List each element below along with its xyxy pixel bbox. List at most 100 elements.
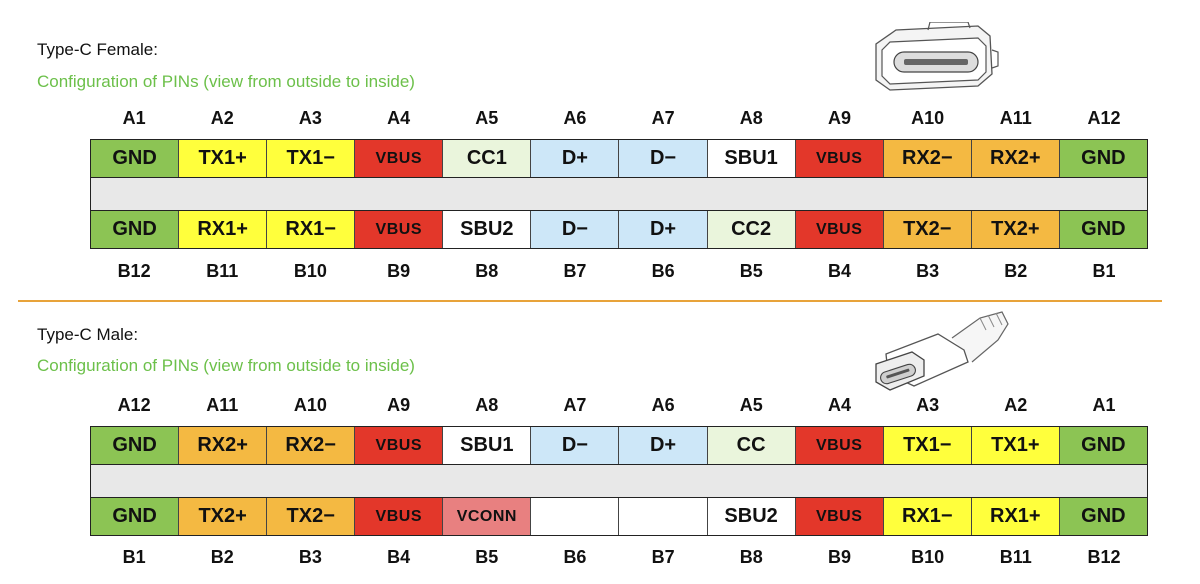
- female-pin-gap: [90, 178, 1148, 210]
- pin-cell: SBU2: [443, 211, 532, 248]
- pin-cell: TX1−: [267, 140, 356, 177]
- pin-label: A8: [475, 395, 499, 415]
- pin-cell: [619, 498, 708, 535]
- pin-cell: TX2+: [971, 211, 1060, 248]
- pin-label: A1: [1092, 395, 1116, 415]
- pin-label: B4: [827, 261, 851, 281]
- pin-label: B7: [651, 547, 675, 567]
- male-top-pin-row: GND RX2+ RX2− VBUS SBU1 D− D+ CC VBUS TX1− TX1+ GND: [90, 426, 1148, 465]
- pin-cell: TX1+: [971, 427, 1060, 464]
- pin-label: B2: [210, 547, 234, 567]
- pin-cell: TX1−: [883, 427, 972, 464]
- pin-label: B11: [999, 547, 1032, 567]
- pin-label: A4: [827, 395, 851, 415]
- pin-label: A3: [916, 395, 940, 415]
- pin-label: B5: [739, 261, 763, 281]
- pin-cell: VBUS: [355, 498, 444, 535]
- pin-label: A4: [387, 108, 411, 128]
- pin-label: B9: [387, 261, 411, 281]
- pin-label: A9: [827, 108, 851, 128]
- pin-label: B3: [916, 261, 940, 281]
- pin-label: B1: [1092, 261, 1116, 281]
- pin-cell: D+: [531, 140, 620, 177]
- pin-cell: CC: [707, 427, 796, 464]
- male-bottom-pin-labels: B1 B2 B3 B4 B5 B6 B7 B8 B9 B10 B11 B12: [90, 547, 1148, 568]
- usb-c-male-plug-icon: [875, 311, 1009, 391]
- pin-cell: D−: [619, 140, 708, 177]
- pin-cell: SBU2: [707, 498, 796, 535]
- pin-cell: RX2−: [883, 140, 972, 177]
- pin-label: A3: [298, 108, 322, 128]
- pin-cell: RX2+: [179, 427, 268, 464]
- pin-cell: D+: [619, 211, 708, 248]
- pin-label: A2: [210, 108, 234, 128]
- pin-cell: SBU1: [443, 427, 532, 464]
- section-divider: [18, 300, 1162, 302]
- female-bottom-pin-row: GND RX1+ RX1− VBUS SBU2 D− D+ CC2 VBUS TX2− TX2+ GN…: [90, 210, 1148, 249]
- pin-cell: RX1−: [883, 498, 972, 535]
- pin-label: A7: [651, 108, 675, 128]
- female-bottom-pin-labels: B12 B11 B10 B9 B8 B7 B6 B5 B4 B3 B2 B1: [90, 261, 1148, 282]
- pin-cell: RX1+: [179, 211, 268, 248]
- pin-cell: GND: [1059, 498, 1147, 535]
- pin-cell: TX2−: [267, 498, 356, 535]
- pin-label: A7: [563, 395, 587, 415]
- pin-label: B11: [206, 261, 239, 281]
- pin-label: B9: [827, 547, 851, 567]
- pin-cell: VBUS: [795, 498, 884, 535]
- pin-label: A12: [1087, 108, 1121, 128]
- pin-label: A11: [999, 108, 1032, 128]
- pin-label: A11: [206, 395, 239, 415]
- pin-label: A5: [739, 395, 763, 415]
- female-top-pin-labels: A1 A2 A3 A4 A5 A6 A7 A8 A9 A10 A11 A12: [90, 108, 1148, 129]
- pin-label: B8: [475, 261, 499, 281]
- pin-label: A1: [122, 108, 146, 128]
- female-title: Type-C Female:: [37, 40, 158, 59]
- male-top-pin-labels: A12 A11 A10 A9 A8 A7 A6 A5 A4 A3 A2 A1: [90, 395, 1148, 416]
- pin-cell: GND: [1059, 427, 1147, 464]
- pin-label: A8: [739, 108, 763, 128]
- pin-label: B8: [739, 547, 763, 567]
- pin-cell: RX2−: [267, 427, 356, 464]
- pin-label: A6: [651, 395, 675, 415]
- pin-cell: SBU1: [707, 140, 796, 177]
- pin-cell: VBUS: [355, 427, 444, 464]
- pin-label: B6: [651, 261, 675, 281]
- pin-label: B6: [563, 547, 587, 567]
- female-subtitle: Configuration of PINs (view from outside…: [37, 72, 415, 91]
- pin-cell: D−: [531, 211, 620, 248]
- pin-cell: GND: [91, 211, 180, 248]
- female-top-pin-row: GND TX1+ TX1− VBUS CC1 D+ D− SBU1 VBUS RX2− RX2+ GN…: [90, 139, 1148, 178]
- male-subtitle: Configuration of PINs (view from outside…: [37, 356, 415, 375]
- pin-cell: VBUS: [355, 140, 444, 177]
- pin-cell: VBUS: [795, 140, 884, 177]
- pin-cell: VBUS: [355, 211, 444, 248]
- pin-cell: D+: [619, 427, 708, 464]
- pin-cell: GND: [1059, 140, 1147, 177]
- male-title: Type-C Male:: [37, 325, 139, 344]
- pin-cell: GND: [1059, 211, 1147, 248]
- usb-c-female-receptacle-icon: [875, 22, 999, 91]
- pin-cell: GND: [91, 140, 180, 177]
- pin-cell: D−: [531, 427, 620, 464]
- pin-label: B12: [1087, 547, 1121, 567]
- pin-label: B1: [122, 547, 146, 567]
- pin-cell: VCONN: [443, 498, 532, 535]
- pin-label: B10: [293, 261, 327, 281]
- pin-label: A12: [117, 395, 151, 415]
- pin-cell: VBUS: [795, 427, 884, 464]
- pin-cell: RX2+: [971, 140, 1060, 177]
- male-pin-gap: [90, 465, 1148, 497]
- pin-label: B2: [1004, 261, 1028, 281]
- pin-cell: RX1−: [267, 211, 356, 248]
- pin-label: A2: [1004, 395, 1028, 415]
- pin-cell: TX2−: [883, 211, 972, 248]
- pin-label: A9: [387, 395, 411, 415]
- pin-label: A10: [293, 395, 327, 415]
- pin-cell: GND: [91, 498, 180, 535]
- pin-cell: VBUS: [795, 211, 884, 248]
- pin-cell: CC2: [707, 211, 796, 248]
- pin-label: B3: [298, 547, 322, 567]
- pin-cell: CC1: [443, 140, 532, 177]
- pin-label: B4: [387, 547, 411, 567]
